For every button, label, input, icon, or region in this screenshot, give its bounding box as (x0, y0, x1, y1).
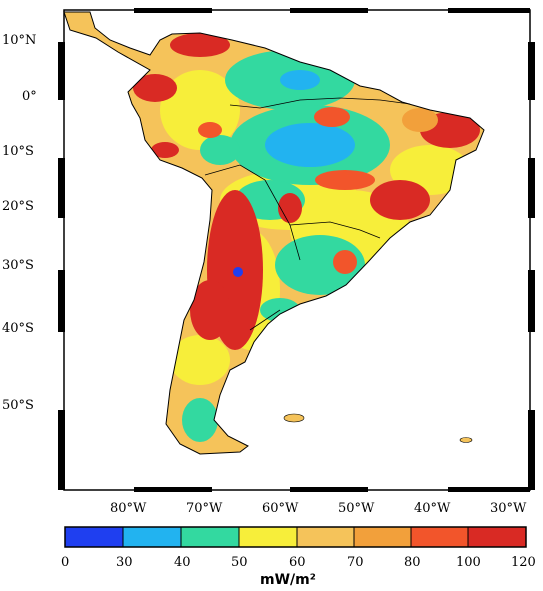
lon-label-60w: 60°W (262, 501, 299, 516)
colorbar-tick-100: 100 (456, 555, 481, 570)
colorbar-tick-40: 40 (174, 555, 191, 570)
colorbar-tick-50: 50 (231, 555, 248, 570)
colorbar-border (64, 526, 527, 548)
coastline (63, 11, 485, 455)
frame-ticks-bottom (134, 487, 530, 492)
colorbar-swatch-4 (297, 527, 354, 547)
colorbar-swatch-0 (65, 527, 123, 547)
lat-label-30s: 30°S (2, 258, 34, 273)
lon-label-30w: 30°W (490, 501, 527, 516)
lat-label-10n: 10°N (2, 33, 36, 48)
lat-label-50s: 50°S (2, 398, 34, 413)
lat-label-10s: 10°S (2, 144, 34, 159)
south-georgia (459, 437, 473, 443)
lon-label-70w: 70°W (186, 501, 223, 516)
frame-ticks-top (134, 8, 530, 13)
lat-label-20s: 20°S (2, 199, 34, 214)
lon-label-50w: 50°W (338, 501, 375, 516)
colorbar-tick-80: 80 (404, 555, 421, 570)
colorbar: 0 30 40 50 60 70 80 100 120 mW/m² (61, 526, 536, 588)
lon-label-40w: 40°W (414, 501, 451, 516)
colorbar-swatch-7 (468, 527, 526, 547)
falkland-islands (283, 413, 305, 423)
country-borders (204, 97, 411, 331)
colorbar-tick-120: 120 (511, 555, 536, 570)
colorbar-unit-label: mW/m² (260, 572, 316, 588)
colorbar-swatch-1 (123, 527, 181, 547)
colorbar-tick-30: 30 (116, 555, 133, 570)
lat-label-40s: 40°S (2, 321, 34, 336)
latitude-labels: 10°N 0° 10°S 20°S 30°S 40°S 50°S (2, 33, 37, 413)
colorbar-swatch-6 (411, 527, 468, 547)
longitude-labels: 80°W 70°W 60°W 50°W 40°W 30°W (110, 501, 527, 516)
colorbar-tick-0: 0 (61, 555, 69, 570)
frame-ticks-left (58, 42, 65, 490)
colorbar-tick-70: 70 (347, 555, 364, 570)
frame-ticks-right (528, 42, 535, 490)
lat-label-0: 0° (22, 89, 37, 104)
colorbar-swatch-2 (181, 527, 239, 547)
colorbar-tick-60: 60 (289, 555, 306, 570)
colorbar-swatch-5 (354, 527, 411, 547)
lon-label-80w: 80°W (110, 501, 147, 516)
colorbar-swatch-3 (239, 527, 297, 547)
